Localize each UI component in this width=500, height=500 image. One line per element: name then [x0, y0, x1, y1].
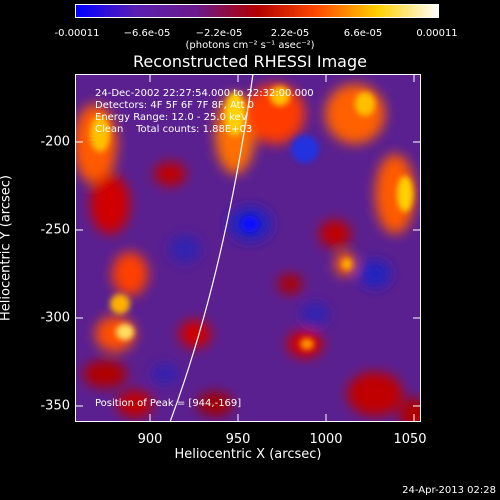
y-tick-label: -300: [40, 310, 70, 326]
plot-frame: [75, 74, 421, 422]
x-tick-label: 900: [137, 432, 163, 447]
colorbar-tick-label: −2.2e-05: [195, 28, 243, 39]
x-tick-label: 1000: [309, 432, 343, 447]
info-energy-range: Energy Range: 12.0 - 25.0 keV: [95, 112, 248, 123]
y-tick-label: -200: [40, 134, 70, 150]
colorbar-units: (photons cm⁻² s⁻¹ asec⁻²): [185, 40, 315, 51]
image-title: Reconstructed RHESSI Image: [133, 52, 367, 71]
info-time-range: 24-Dec-2002 22:27:54.000 to 22:32:00.000: [95, 88, 314, 99]
colorbar-tick-label: −6.6e-05: [123, 28, 171, 39]
timestamp: 24-Apr-2013 02:28: [402, 485, 496, 496]
colorbar-gradient: [76, 5, 438, 17]
rhessi-image: [75, 74, 421, 422]
y-axis-label: Heliocentric Y (arcsec): [0, 175, 14, 321]
x-tick-label: 950: [225, 432, 251, 447]
x-axis-label: Heliocentric X (arcsec): [174, 447, 322, 462]
colorbar: [75, 4, 439, 18]
solar-limb-line: [169, 74, 254, 422]
x-tick-label: 1050: [393, 432, 427, 447]
y-tick-marks: [75, 141, 421, 407]
info-detectors: Detectors: 4F 5F 6F 7F 8F, Att 0: [95, 100, 255, 111]
info-peak-position: Position of Peak = [944,-169]: [95, 398, 242, 409]
colorbar-tick-label: -0.00011: [54, 28, 100, 39]
colorbar-tick-label: 0.00011: [416, 28, 458, 39]
colorbar-tick-label: 6.6e-05: [343, 28, 383, 39]
colorbar-tick-label: 2.2e-05: [270, 28, 310, 39]
info-clean-counts: Clean Total counts: 1.88E+03: [95, 124, 253, 135]
y-tick-label: -350: [40, 398, 70, 414]
x-tick-marks: [149, 74, 415, 422]
image-hotspots: [90, 86, 413, 350]
y-tick-label: -250: [40, 222, 70, 238]
